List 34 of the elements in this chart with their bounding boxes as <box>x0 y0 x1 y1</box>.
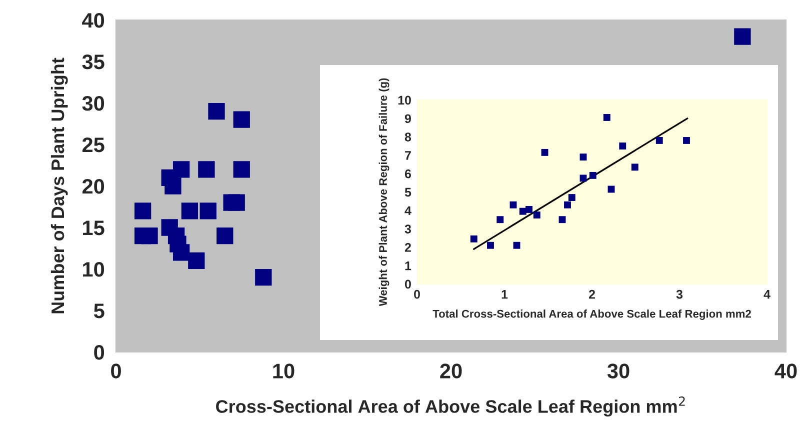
x-tick-label: 2 <box>588 290 595 299</box>
x-tick-label: 1 <box>502 290 508 299</box>
y-tick-label: 40 <box>82 13 104 28</box>
x-tick-label: 30 <box>607 364 630 378</box>
y-tick-label: 10 <box>398 96 411 105</box>
x-tick-label: 10 <box>273 364 294 378</box>
y-tick-label: 25 <box>82 138 104 152</box>
y-tick-label: 15 <box>83 220 104 236</box>
y-tick-label: 2 <box>404 243 411 252</box>
y-tick-label: 0 <box>94 345 104 360</box>
y-tick-label: 1 <box>405 262 412 270</box>
y-tick-label: 7 <box>405 151 411 160</box>
x-axis-title: Total Cross-Sectional Area of Above Scale Leaf Region mm2 <box>432 310 751 320</box>
y-tick-label: 35 <box>82 54 104 70</box>
x-tick-label: 20 <box>440 364 462 378</box>
y-axis-title: Number of Days Plant Upright <box>50 58 68 314</box>
x-tick-label: 0 <box>111 364 121 378</box>
x-tick-label: 4 <box>764 290 770 299</box>
y-tick-label: 9 <box>404 114 411 124</box>
x-tick-label: 40 <box>774 364 797 378</box>
y-tick-label: 3 <box>404 224 411 234</box>
y-tick-label: 8 <box>404 132 412 142</box>
y-tick-label: 4 <box>404 206 412 215</box>
y-tick-label: 0 <box>404 280 411 289</box>
x-axis-title: Cross-Sectional Area of Above Scale Leaf Region mm$^{2}$ <box>216 396 685 417</box>
y-tick-label: 10 <box>83 262 104 277</box>
y-tick-label: 6 <box>404 169 411 178</box>
x-tick-label: 3 <box>676 290 683 299</box>
y-tick-label: 30 <box>82 96 104 111</box>
y-axis-title: Weight of Plant Above Region of Failure (g) <box>378 78 390 306</box>
y-tick-label: 5 <box>404 188 412 197</box>
y-tick-label: 5 <box>94 304 104 318</box>
x-tick-label: 0 <box>414 290 420 299</box>
y-tick-label: 20 <box>82 179 104 194</box>
